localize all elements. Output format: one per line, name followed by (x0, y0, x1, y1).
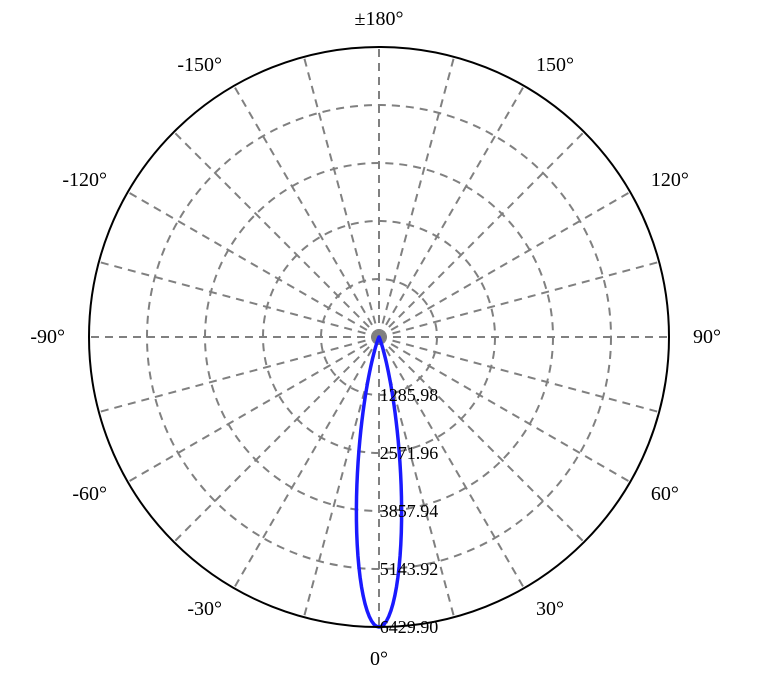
angle-tick-label: -60° (72, 483, 107, 505)
radial-tick-label: 6429.90 (380, 617, 439, 637)
radial-tick-label: 3857.94 (380, 501, 439, 521)
polar-chart: 1285.98 2571.96 3857.94 5143.92 6429.90 0° 30°… (0, 0, 758, 674)
angle-tick-label: -90° (30, 326, 65, 348)
angle-tick-label: 60° (651, 483, 679, 505)
radial-tick-label: 1285.98 (380, 385, 439, 405)
angle-tick-label: 30° (536, 598, 564, 620)
angle-tick-label: 120° (651, 169, 689, 191)
angle-tick-label: -30° (187, 598, 222, 620)
angle-tick-label: -150° (177, 54, 222, 76)
angle-tick-label: 0° (370, 648, 388, 670)
angle-tick-label: 90° (693, 326, 721, 348)
radial-tick-label: 2571.96 (380, 443, 439, 463)
angle-tick-label: 150° (536, 54, 574, 76)
angle-tick-label: ±180° (355, 8, 404, 30)
angle-tick-label: -120° (62, 169, 107, 191)
radial-tick-label: 5143.92 (380, 559, 439, 579)
